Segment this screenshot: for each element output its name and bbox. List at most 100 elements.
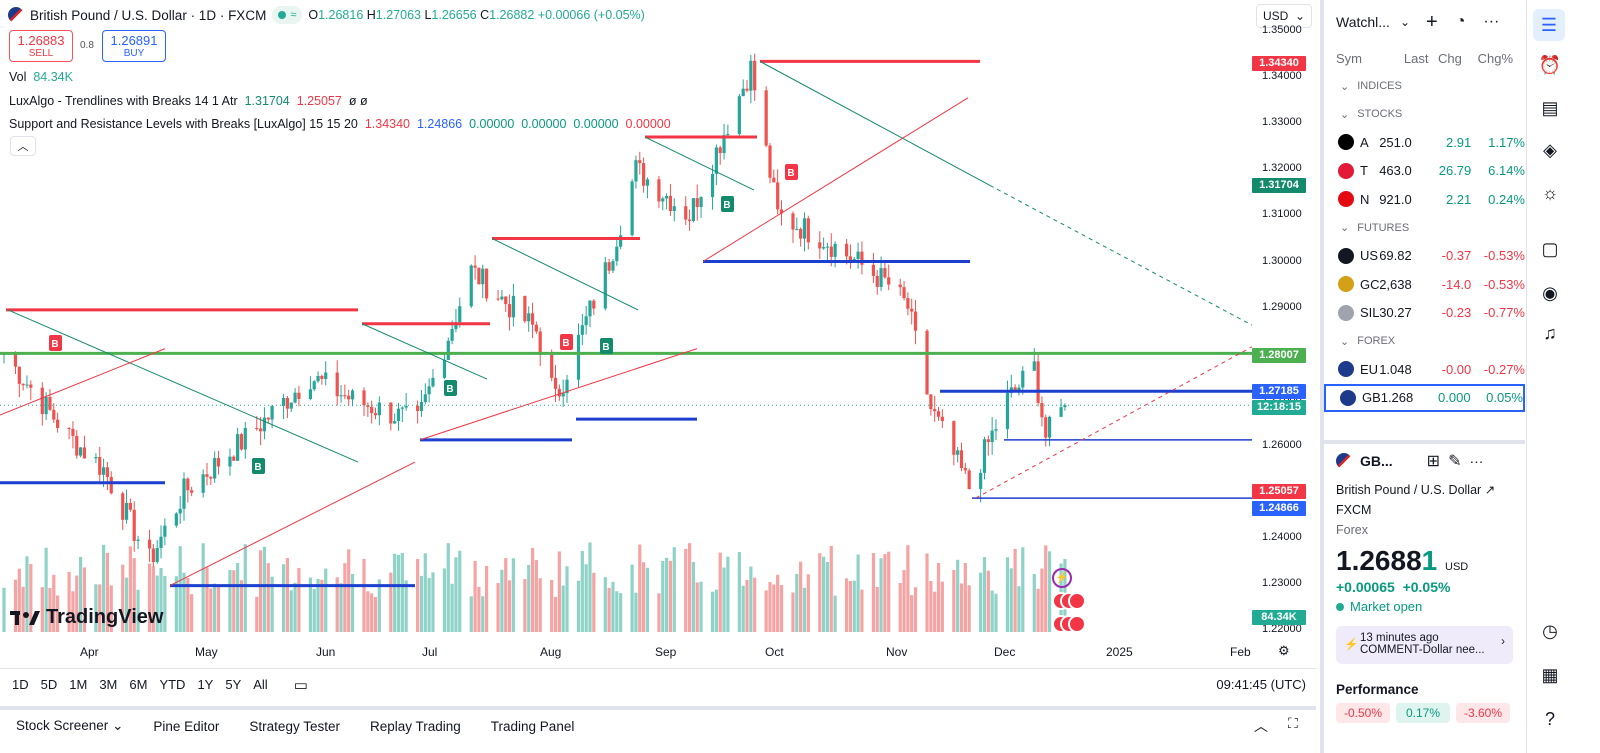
chevron-down-icon[interactable]: ⌄ <box>1340 335 1350 348</box>
volume-legend[interactable]: Vol 84.34K <box>9 70 73 84</box>
utc-clock[interactable]: 09:41:45 (UTC) <box>1216 677 1306 692</box>
lightbulb-icon[interactable]: ☼ <box>1541 182 1559 203</box>
candle-body <box>990 430 994 443</box>
chevron-down-icon[interactable]: ⌄ <box>1340 108 1350 121</box>
speedometer-icon[interactable]: ◷ <box>1542 620 1558 641</box>
watchlist-section-forex[interactable]: ⌄ FOREX <box>1324 327 1525 355</box>
chart-gauge-icon[interactable]: ◔ <box>1455 13 1466 30</box>
watchlist-section-stocks[interactable]: ⌄ STOCKS <box>1324 100 1525 128</box>
col-last[interactable]: Last <box>1403 50 1429 66</box>
chat-icon[interactable]: ▢ <box>1541 238 1559 259</box>
event-flags-icon-2[interactable] <box>1052 615 1088 633</box>
candle-body <box>714 147 718 174</box>
col-chg[interactable]: Chg <box>1438 50 1462 66</box>
col-chg-pct[interactable]: Chg% <box>1477 50 1514 66</box>
watchlist-cell-chg: 0.000 <box>1438 390 1471 406</box>
news-card[interactable]: ⚡ 13 minutes ago COMMENT-Dollar nee... › <box>1336 626 1513 664</box>
collapse-legend-button[interactable]: ︿ <box>10 136 36 156</box>
trendlines-indicator-legend[interactable]: LuxAlgo - Trendlines with Breaks 14 1 At… <box>9 94 368 108</box>
watchlist-row[interactable]: T 463.0 26.79 6.14% <box>1324 157 1525 186</box>
maximize-panel-icon[interactable]: ⛶ <box>1288 715 1298 731</box>
volume-bar <box>52 574 56 632</box>
date-range-calendar-icon[interactable]: ▭ <box>293 676 308 694</box>
market-status-pill[interactable]: ≈ <box>272 6 303 24</box>
chevron-down-icon[interactable]: ⌄ <box>1340 222 1350 234</box>
symbol-title[interactable]: British Pound / U.S. Dollar · 1D · FXCM <box>30 7 267 23</box>
range-1m[interactable]: 1M <box>69 677 88 692</box>
perf-cell[interactable]: -3.60% <box>1456 703 1510 723</box>
alarm-clock-icon[interactable]: ⏰ <box>1538 54 1562 75</box>
more-options-icon[interactable]: ··· <box>1483 13 1500 30</box>
watchlist-row[interactable]: EU 1.048 -0.00 -0.27% <box>1324 355 1525 384</box>
sell-button[interactable]: 1.26883 SELL <box>9 30 73 62</box>
watchlist-cell-sym: US <box>1360 248 1379 264</box>
perf-cell[interactable]: -0.50% <box>1336 703 1390 723</box>
watchlist-row[interactable]: A 251.0 2.91 1.17% <box>1324 128 1525 157</box>
news-time: 13 minutes ago <box>1360 632 1439 644</box>
detail-full-name[interactable]: British Pound / U.S. Dollar ↗ <box>1336 483 1496 497</box>
stock-screener-tab[interactable]: Stock Screener ⌄ <box>16 718 124 733</box>
grid-icon[interactable]: ⊞ <box>1426 453 1441 470</box>
calendar-icon[interactable]: ▦ <box>1541 664 1559 685</box>
pine-editor-tab[interactable]: Pine Editor <box>153 718 220 734</box>
detail-symbol[interactable]: GB... <box>1360 453 1393 469</box>
perf-cell[interactable]: 0.17% <box>1396 703 1450 723</box>
volume-bar <box>446 543 450 632</box>
external-link-icon[interactable]: ↗ <box>1484 483 1496 497</box>
news-list-icon[interactable]: ▤ <box>1541 97 1559 118</box>
chart-pane[interactable]: B B B B B B B British Pound / U.S. Dollar · 1D… <box>0 0 1316 694</box>
volume-bar <box>147 563 152 632</box>
strategy-tester-tab[interactable]: Strategy Tester <box>249 718 340 734</box>
watchlist-row[interactable]: SIL 30.27 -0.23 -0.77% <box>1324 299 1525 328</box>
lightning-alert-icon[interactable]: ⚡ <box>1052 568 1072 588</box>
currency-select[interactable]: USD ⌄ <box>1256 4 1312 28</box>
watchlist-title[interactable]: Watchl... <box>1336 14 1390 30</box>
range-3m[interactable]: 3M <box>99 677 118 692</box>
range-1d[interactable]: 1D <box>12 677 29 692</box>
watchlist-toggle-icon[interactable]: ☰ <box>1533 9 1565 41</box>
candle-body <box>243 427 247 450</box>
ideas-bulb-icon[interactable]: ◉ <box>1542 282 1558 303</box>
range-5d[interactable]: 5D <box>40 677 58 692</box>
market-status[interactable]: Market open <box>1336 599 1513 614</box>
volume-bar <box>243 544 247 632</box>
volume-bar <box>232 570 236 632</box>
layers-icon[interactable]: ◈ <box>1543 139 1557 160</box>
edit-note-icon[interactable]: ✎ <box>1448 453 1462 470</box>
replay-trading-tab[interactable]: Replay Trading <box>369 718 461 734</box>
range-ytd[interactable]: YTD <box>159 677 186 692</box>
help-icon[interactable]: ? <box>1544 708 1555 729</box>
range-all[interactable]: All <box>253 677 268 692</box>
watchlist-row[interactable]: US 69.82 -0.37 -0.53% <box>1324 242 1525 271</box>
add-symbol-icon[interactable]: + <box>1426 10 1438 33</box>
price-chart[interactable]: B B B B B B B <box>0 0 1316 690</box>
buy-button[interactable]: 1.26891 BUY <box>102 30 166 62</box>
watchlist-row[interactable]: GC 2,638 -14.0 -0.53% <box>1324 270 1525 299</box>
notifications-bell-icon[interactable]: ♫ <box>1543 322 1557 343</box>
watchlist-row[interactable]: N 921.0 2.21 0.24% <box>1324 185 1525 214</box>
watchlist-section-futures[interactable]: ⌄ FUTURES <box>1324 214 1525 242</box>
more-options-icon[interactable]: ··· <box>1469 453 1484 469</box>
watchlist-section-indices[interactable]: ⌄ INDICES <box>1324 72 1525 100</box>
collapse-panel-icon[interactable]: ︿ <box>1254 718 1268 734</box>
tradingview-logo[interactable]: TradingView <box>10 606 163 629</box>
watchlist-cell-pct: 0.05% <box>1486 390 1523 406</box>
volume-bar <box>56 595 60 632</box>
symbol-logo-icon <box>1338 304 1354 321</box>
symbol-legend: British Pound / U.S. Dollar · 1D · FXCM … <box>8 6 645 24</box>
watchlist-row[interactable]: GB 1.268 0.000 0.05% <box>1324 383 1525 412</box>
range-5y[interactable]: 5Y <box>225 677 242 692</box>
candle-body <box>446 340 450 360</box>
event-flags-icon[interactable] <box>1052 592 1088 610</box>
settings-gear-icon[interactable]: ⚙ <box>1278 643 1290 658</box>
sr-indicator-legend[interactable]: Support and Resistance Levels with Break… <box>9 117 671 131</box>
range-1y[interactable]: 1Y <box>197 677 214 692</box>
chevron-down-icon[interactable]: ⌄ <box>1340 80 1350 93</box>
range-6m[interactable]: 6M <box>129 677 148 692</box>
col-sym[interactable]: Sym <box>1336 50 1362 66</box>
watchlist-cell-sym: GB <box>1362 390 1381 406</box>
trading-panel-tab[interactable]: Trading Panel <box>490 718 575 734</box>
candle-body <box>82 447 87 459</box>
detail-exchange[interactable]: FXCM <box>1336 503 1372 517</box>
chevron-down-icon[interactable]: ⌄ <box>1399 15 1410 29</box>
